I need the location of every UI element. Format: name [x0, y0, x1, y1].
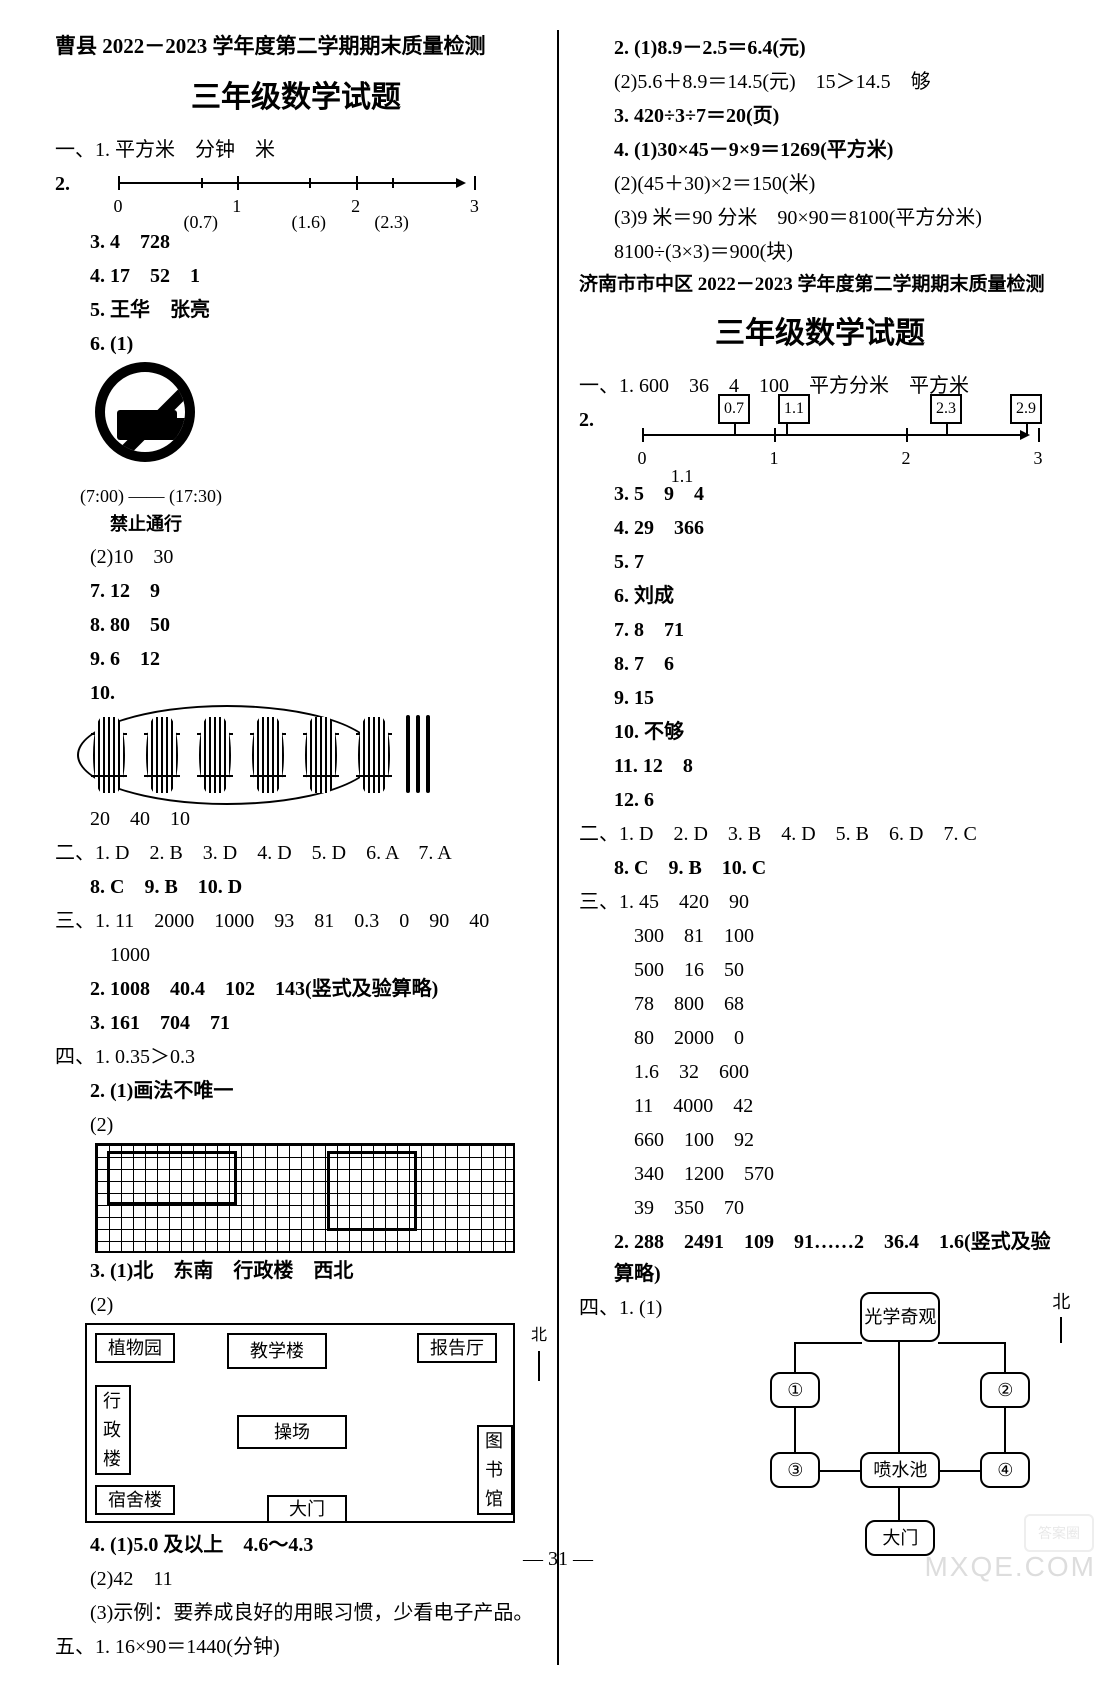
right-numberline: 0 1 2 3 0.7 1.1 2.3 2.9 1.1: [642, 404, 1042, 476]
left-title: 三年级数学试题: [55, 74, 537, 122]
l-s4-l4c: (3)示例：要养成良好的用眼习惯，少看电子产品。: [90, 1597, 533, 1629]
sign-caption-1: (7:00) —— (17:30): [80, 482, 537, 511]
r-s3-row-4: 1.6 32 600: [634, 1056, 749, 1088]
left-numberline: 0 1 2 3 (0.7) (1.6) (2.3): [118, 168, 478, 224]
r-s1-rest-1: 4. 29 366: [614, 512, 704, 544]
flowchart: 北 光学奇观 ① ② ③ 喷水池 ④ 大门: [750, 1292, 1050, 1562]
r-s1-rest-8: 11. 12 8: [614, 750, 693, 782]
l-s4-l3b: (2): [90, 1289, 113, 1321]
l-s1-q7: 7. 12 9: [90, 575, 160, 607]
l-s1-q5: 5. 王华 张亮: [90, 294, 210, 326]
r-s3-row-6: 660 100 92: [634, 1124, 754, 1156]
bundles-figure: [85, 711, 465, 801]
l-s4-l2b: (2): [90, 1109, 113, 1141]
r-s1-rest-2: 5. 7: [614, 546, 644, 578]
r-s4-head: 四、1. (1): [579, 1292, 662, 1324]
l-s1-q6-2: (2)10 30: [90, 541, 173, 573]
r-s3-row-5: 11 4000 42: [634, 1090, 753, 1122]
campus-map: 北 植物园 教学楼 报告厅 行政楼 操场 图书馆 宿舍楼 大门: [85, 1323, 515, 1523]
left-column: 曹县 2022－2023 学年度第二学期期末质量检测 三年级数学试题 一、1. …: [40, 30, 552, 1665]
r-s3-row-8: 39 350 70: [634, 1192, 744, 1224]
l-s4-l3: 3. (1)北 东南 行政楼 西北: [90, 1255, 353, 1287]
grid-rectangles: [95, 1143, 515, 1253]
r-s2: 二、1. D 2. D 3. B 4. D 5. B 6. D 7. C: [579, 818, 977, 850]
right-title: 三年级数学试题: [579, 310, 1061, 358]
r-s3-row-1: 500 16 50: [634, 954, 744, 986]
watermark-text: MXQE.COM: [924, 1545, 1096, 1590]
column-divider: [557, 30, 559, 1665]
left-header: 曹县 2022－2023 学年度第二学期期末质量检测: [55, 30, 537, 64]
l-s2b: 8. C 9. B 10. D: [90, 871, 242, 903]
l-s3-l1b: 1000: [110, 939, 150, 971]
l-s1-q4: 4. 17 52 1: [90, 260, 200, 292]
r-cont-0: 2. (1)8.9－2.5＝6.4(元): [614, 32, 806, 64]
r-cont-5: (3)9 米＝90 分米 90×90＝8100(平方分米): [614, 202, 982, 234]
r-cont-4: (2)(45＋30)×2＝150(米): [614, 168, 815, 200]
r-s3-l2: 2. 288 2491 109 91……2 36.4 1.6(竖式及验算略): [614, 1226, 1061, 1290]
l-s1-q2-label: 2.: [55, 168, 85, 200]
right-header: 济南市市中区 2022－2023 学年度第二学期期末质量检测: [579, 270, 1061, 300]
l-s4-l2: 2. (1)画法不唯一: [90, 1075, 233, 1107]
l-s1-q10-below: 20 40 10: [90, 803, 190, 835]
r-s1-rest-5: 8. 7 6: [614, 648, 674, 680]
r-s1-rest-4: 7. 8 71: [614, 614, 684, 646]
north-indicator-2: 北: [1052, 1288, 1070, 1343]
l-s3-l1: 三、1. 11 2000 1000 93 81 0.3 0 90 40: [55, 905, 489, 937]
r-cont-6: 8100÷(3×3)＝900(块): [614, 236, 793, 268]
l-s1-q6-label: 6. (1): [90, 328, 133, 360]
r-cont-2: 3. 420÷3÷7＝20(页): [614, 100, 779, 132]
r-cont-3: 4. (1)30×45－9×9＝1269(平方米): [614, 134, 893, 166]
r-s2b: 8. C 9. B 10. C: [614, 852, 766, 884]
r-s1-q2-label: 2.: [579, 404, 609, 436]
r-s3-row-3: 80 2000 0: [634, 1022, 744, 1054]
l-s1-q3: 3. 4 728: [90, 226, 170, 258]
r-s3-row-7: 340 1200 570: [634, 1158, 774, 1190]
sign-caption-2: 禁止通行: [110, 510, 537, 539]
r-s1-q1: 一、1. 600 36 4 100 平方分米 平方米: [579, 370, 969, 402]
r-s3-row-2: 78 800 68: [634, 988, 744, 1020]
r-cont-1: (2)5.6＋8.9＝14.5(元) 15＞14.5 够: [614, 66, 931, 98]
prohibition-sign: [95, 362, 215, 482]
right-column: 2. (1)8.9－2.5＝6.4(元) (2)5.6＋8.9＝14.5(元) …: [564, 30, 1076, 1665]
l-s1-q8: 8. 80 50: [90, 609, 170, 641]
l-s2: 二、1. D 2. B 3. D 4. D 5. D 6. A 7. A: [55, 837, 452, 869]
l-s1-q10-label: 10.: [90, 677, 115, 709]
l-s1-q9: 9. 6 12: [90, 643, 160, 675]
l-s5: 五、1. 16×90＝1440(分钟): [55, 1631, 280, 1663]
r-s1-rest-3: 6. 刘成: [614, 580, 674, 612]
north-indicator: 北: [531, 1323, 547, 1383]
r-s3-row-0: 300 81 100: [634, 920, 754, 952]
r-s1-rest-6: 9. 15: [614, 682, 654, 714]
r-s1-rest-7: 10. 不够: [614, 716, 684, 748]
l-s3-l2: 2. 1008 40.4 102 143(竖式及验算略): [90, 973, 438, 1005]
l-s1-q1: 一、1. 平方米 分钟 米: [55, 134, 275, 166]
r-s3-head: 三、1. 45 420 90: [579, 886, 749, 918]
l-s4-l1: 四、1. 0.35＞0.3: [55, 1041, 195, 1073]
r-s1-rest-9: 12. 6: [614, 784, 654, 816]
l-s3-l3: 3. 161 704 71: [90, 1007, 230, 1039]
